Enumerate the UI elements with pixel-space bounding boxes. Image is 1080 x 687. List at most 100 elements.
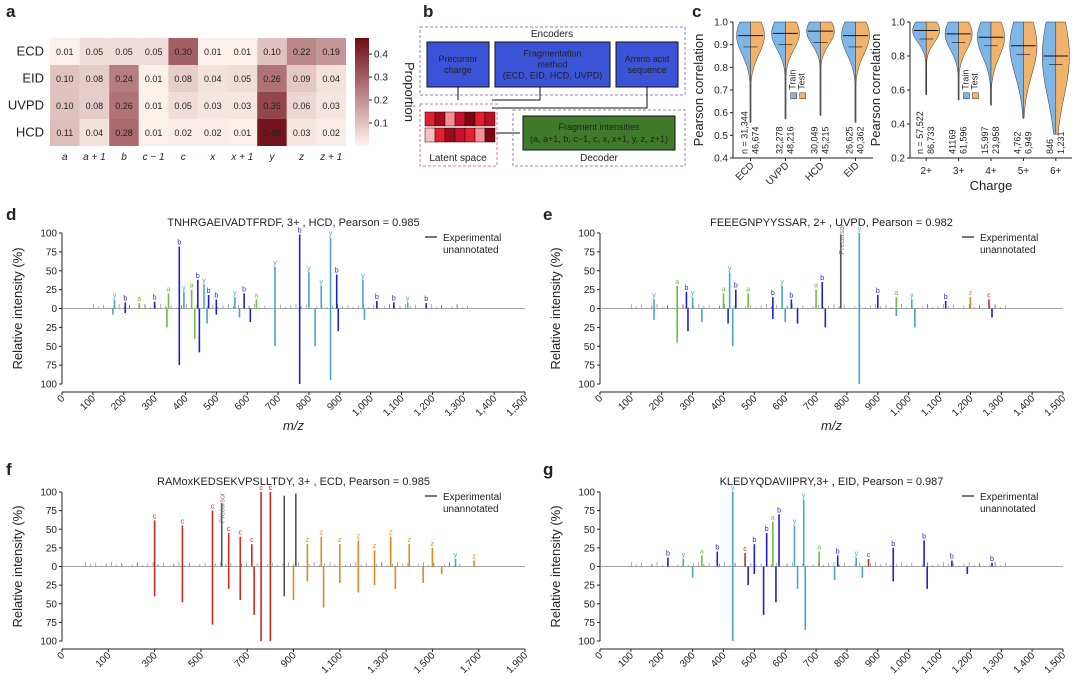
fragmentation-method-box xyxy=(494,41,611,88)
spectrum-d-peak-label: b xyxy=(207,288,211,295)
heatmap-cell-value: 0.28 xyxy=(115,128,133,138)
heatmap-row-label: ECD xyxy=(17,44,44,59)
spectrum-g-xtick-label: 700 xyxy=(802,650,822,670)
violin-right-ytick-label: 0.6 xyxy=(891,86,905,97)
spectrum-g-peak-label: a xyxy=(817,545,821,552)
spectrum-d-xtick-label: 700 xyxy=(264,393,284,413)
violin-left-violin-train xyxy=(806,21,821,116)
spectrum-f-peak-label: c xyxy=(269,485,273,492)
violin-left-legend-test: Test xyxy=(797,73,807,90)
heatmap-cell-value: 0.45 xyxy=(263,128,281,138)
heatmap-cell xyxy=(257,38,287,65)
amino-acid-box-text: Amino acid xyxy=(625,54,670,64)
fragmentation-method-box-text: Fragmentation xyxy=(523,49,581,59)
heatmap-cell xyxy=(50,38,80,65)
spectrum-d-peak-label: y xyxy=(361,273,365,280)
violin-right-ylabel: Pearson correlation xyxy=(868,34,883,147)
heatmap-col-label: a + 1 xyxy=(83,152,106,163)
heatmap-row-label: HCD xyxy=(16,125,44,140)
heatmap-cell xyxy=(227,92,258,119)
heatmap-cell xyxy=(198,65,228,92)
fragment-intensities-box xyxy=(522,115,676,151)
spectrum-d-ytick-label: 25 xyxy=(46,285,58,296)
latent-cell xyxy=(424,127,436,143)
spectrum-g-ytick-label: 25 xyxy=(584,543,596,554)
spectrum-e-xtick-label: 900 xyxy=(863,393,883,413)
heatmap-cell-value: 0.01 xyxy=(145,101,163,111)
spectrum-f-peak-label: y xyxy=(454,552,458,559)
violin-right-ytick-label: 0.4 xyxy=(891,120,905,131)
heatmap-cell xyxy=(316,92,346,119)
heatmap-col-label: c − 1 xyxy=(143,152,165,163)
precursor-charge-box-text: charge xyxy=(444,65,472,75)
heatmap-cell xyxy=(109,92,139,119)
heatmap-cell xyxy=(316,119,346,146)
heatmap-cell-value: 0.11 xyxy=(56,128,73,138)
spectrum-f-xtick-label: 1,100 xyxy=(319,650,345,676)
spectrum-d-peak-label: y xyxy=(202,277,206,284)
spectrum-e-peak-label: y xyxy=(858,226,862,233)
fragment-intensities-title: Fragment intensities xyxy=(558,122,640,132)
heatmap-cell-value: 0.05 xyxy=(86,47,104,57)
heatmap-cell xyxy=(109,65,139,92)
spectrum-g-xtick-label: 100 xyxy=(616,650,636,670)
panel-label-g: g xyxy=(543,460,554,479)
heatmap-cell-value: 0.26 xyxy=(263,74,281,84)
latent-cell xyxy=(484,127,496,143)
heatmap-col-label: y xyxy=(269,152,276,163)
spectrum-f-peak-label: z xyxy=(338,537,342,544)
latent-cell xyxy=(434,127,446,143)
violin-right-train-count: 846 xyxy=(1045,139,1055,154)
violin-left-ytick-label: 0.8 xyxy=(714,63,728,74)
colorbar-label: Proportion xyxy=(402,62,417,122)
heatmap-cell xyxy=(109,38,139,65)
spectrum-f-peak-label: z xyxy=(306,537,310,544)
latent-cell xyxy=(444,111,456,127)
spectrum-g-xtick-label: 1,500 xyxy=(1043,650,1069,676)
heatmap-cell xyxy=(138,38,169,65)
encoders-frame xyxy=(419,26,686,96)
spectrum-d-legend-line2: unannotated xyxy=(443,245,499,256)
spectrum-d-xtick-label: 1,100 xyxy=(381,393,407,419)
violin-left-ytick-label: 0.7 xyxy=(714,86,728,97)
panel-label-f: f xyxy=(6,460,12,479)
spectrum-g-ytick-label: 50 xyxy=(584,599,596,610)
spectrum-e-peak-label: b xyxy=(734,283,738,290)
arrow xyxy=(492,87,541,101)
heatmap-cell xyxy=(50,65,80,92)
spectrum-d-ytick-label: 25 xyxy=(46,323,58,334)
spectrum-g-peak-label: b xyxy=(990,556,994,563)
heatmap-row-label: UVPD xyxy=(8,98,44,113)
spectrum-e-xlabel: m/z xyxy=(821,418,842,433)
violin-right-legend-train: Train xyxy=(960,70,970,90)
heatmap-cell xyxy=(257,92,287,119)
heatmap-col-label: z + 1 xyxy=(319,152,342,163)
spectrum-e-peak-label: a xyxy=(722,286,726,293)
violin-left-violin-test xyxy=(785,21,800,120)
spectrum-e-legend-line2: unannotated xyxy=(980,245,1036,256)
spectrum-e-ytick-label: 0 xyxy=(589,304,595,315)
spectrum-d-ytick-label: 50 xyxy=(46,342,58,353)
heatmap-cell xyxy=(109,119,139,146)
heatmap-cell-value: 0.01 xyxy=(145,74,163,84)
latent-cell xyxy=(464,111,476,127)
violin-right-legend-test-swatch xyxy=(972,92,979,100)
spectrum-g-peak-label: y xyxy=(682,552,686,559)
spectrum-f-xtick-label: 0 xyxy=(55,650,67,662)
spectrum-d-xtick-label: 400 xyxy=(171,393,191,413)
spectrum-g-ytick-label: 75 xyxy=(584,506,596,517)
spectrum-e-peak-label: b xyxy=(789,292,793,299)
heatmap-cell xyxy=(316,38,346,65)
heatmap-cell xyxy=(79,92,110,119)
spectrum-e-precursor-label: Precursor xyxy=(839,223,846,254)
violin-left-violin-train xyxy=(736,21,751,123)
spectrum-e-peak-label: c xyxy=(987,292,991,299)
violin-right-violin-train xyxy=(1041,21,1057,135)
spectrum-d-peak-label: b xyxy=(123,295,127,302)
spectrum-g-ylabel: Relative intensity (%) xyxy=(548,505,563,627)
spectrum-g-xtick-label: 300 xyxy=(678,650,698,670)
spectrum-d-peak-label: b xyxy=(424,296,428,303)
heatmap-cell-value: 0.30 xyxy=(174,47,192,57)
spectrum-d-xtick-label: 1,300 xyxy=(443,393,469,419)
spectrum-g-peak-label: y xyxy=(731,485,735,492)
